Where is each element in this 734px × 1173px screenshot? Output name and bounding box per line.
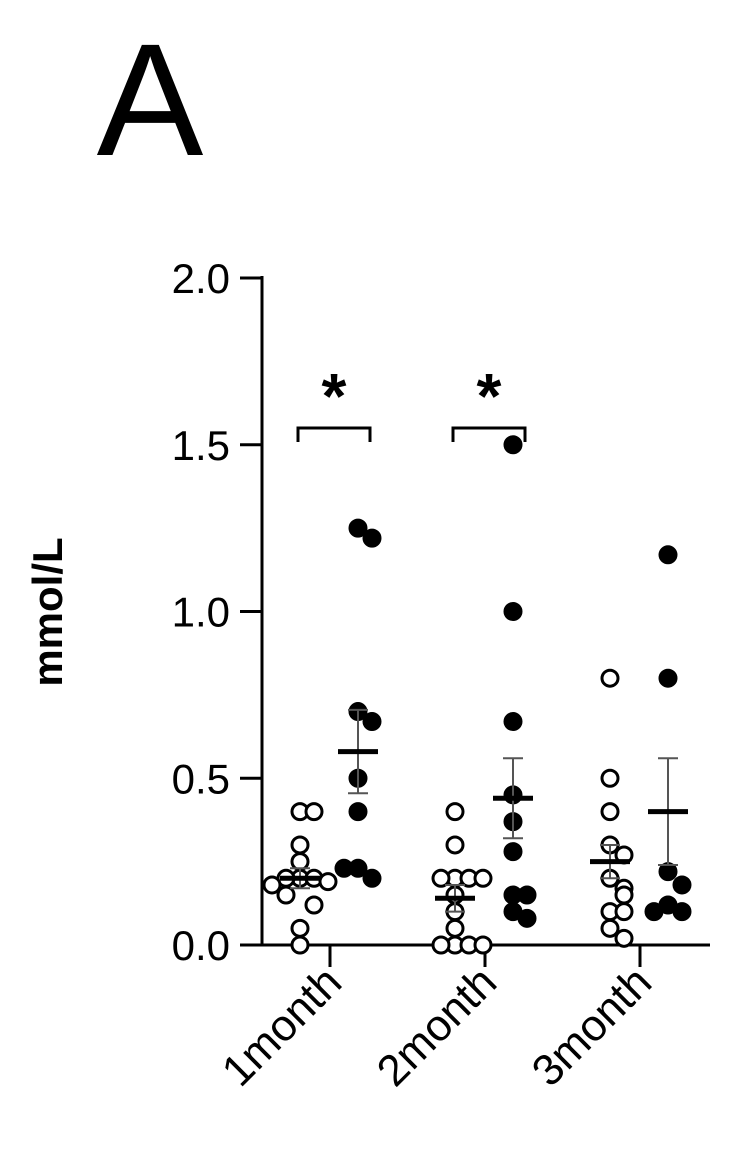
y-tick-label: 1.0 — [172, 589, 230, 636]
data-point — [290, 918, 310, 938]
data-point — [600, 668, 620, 688]
data-point — [614, 885, 634, 905]
data-point — [431, 935, 451, 955]
data-point — [600, 802, 620, 822]
y-axis-label: mmol/L — [24, 537, 71, 686]
data-point — [276, 885, 296, 905]
data-point — [348, 802, 368, 822]
significance-label: * — [322, 360, 347, 432]
data-point — [658, 862, 678, 882]
data-point — [445, 835, 465, 855]
data-point — [614, 902, 634, 922]
data-point — [290, 835, 310, 855]
data-point — [348, 518, 368, 538]
data-point — [600, 918, 620, 938]
y-tick-label: 0.0 — [172, 922, 230, 969]
data-point — [334, 858, 354, 878]
y-tick-label: 1.5 — [172, 422, 230, 469]
data-point — [445, 802, 465, 822]
data-point — [431, 868, 451, 888]
data-point — [362, 868, 382, 888]
y-tick-label: 0.5 — [172, 755, 230, 802]
data-point — [304, 802, 324, 822]
significance-bracket — [296, 426, 372, 442]
data-point — [473, 868, 493, 888]
panel-label: A — [97, 10, 204, 189]
data-point — [658, 668, 678, 688]
data-point — [672, 902, 692, 922]
significance-bracket — [451, 426, 527, 442]
data-point — [503, 842, 523, 862]
data-point — [304, 895, 324, 915]
x-tick-label: 3month — [523, 957, 661, 1095]
data-point — [600, 768, 620, 788]
data-point — [362, 712, 382, 732]
data-point — [517, 885, 537, 905]
significance-label: * — [477, 360, 502, 432]
x-tick-label: 1month — [213, 957, 351, 1095]
data-point — [262, 875, 282, 895]
data-point — [658, 545, 678, 565]
data-point — [473, 935, 493, 955]
data-point — [614, 928, 634, 948]
data-point — [445, 918, 465, 938]
data-point — [290, 935, 310, 955]
data-point — [290, 852, 310, 872]
data-point — [517, 908, 537, 928]
data-point — [672, 875, 692, 895]
data-point — [362, 528, 382, 548]
y-tick-label: 2.0 — [172, 255, 230, 302]
x-tick-label: 2month — [368, 957, 506, 1095]
data-point — [318, 872, 338, 892]
data-point — [503, 602, 523, 621]
data-point — [503, 435, 523, 455]
data-point — [503, 712, 523, 732]
data-point — [644, 902, 664, 922]
